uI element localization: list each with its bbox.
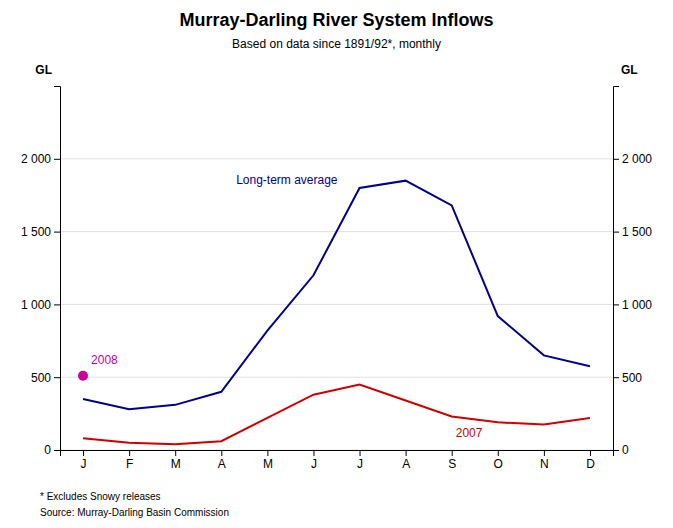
line — [83, 384, 590, 444]
x-tick: F — [126, 450, 133, 471]
y2-axis-tick-mark — [613, 232, 619, 233]
x-tick-mark — [590, 450, 591, 456]
y-axis-tick-label: 1 500 — [21, 225, 51, 239]
x-tick-mark — [129, 450, 130, 456]
x-tick: S — [448, 450, 456, 471]
x-tick-mark — [544, 450, 545, 456]
y-axis-tick-mark — [54, 377, 60, 378]
y-axis-tick-mark — [54, 304, 60, 305]
grid-line — [60, 304, 613, 305]
y-axis-tick: 2 000 — [21, 152, 60, 166]
y2-axis-tick-label: 0 — [622, 443, 629, 457]
x-axis: JFMAMJJASOND — [61, 450, 614, 471]
y-axis-tick: 1 000 — [21, 298, 60, 312]
y-axis-line — [54, 87, 61, 451]
y-axis: 0 500 1 000 1 500 2 000 — [21, 87, 61, 458]
y2-axis-tick-mark — [613, 450, 619, 451]
y-axis-tick-label: 0 — [44, 443, 51, 457]
y-axis-tick-mark — [54, 159, 60, 160]
line — [83, 181, 590, 410]
y2-axis-tick-mark — [613, 159, 619, 160]
x-tick-label: J — [311, 457, 317, 471]
y2-axis: 0 500 1 000 1 500 2 000 — [613, 87, 652, 458]
y2-axis-tick-label: 1 500 — [622, 225, 652, 239]
y2-axis-tick: 1 500 — [613, 225, 652, 239]
y2-axis-tick: 500 — [613, 371, 642, 385]
y2-axis-tick-label: 1 000 — [622, 298, 652, 312]
y2-axis-tick-mark — [613, 377, 619, 378]
x-tick: M — [263, 450, 273, 471]
y2-axis-tick-label: 500 — [622, 371, 642, 385]
y2-axis-line — [614, 87, 620, 451]
y-axis-tick-mark — [54, 232, 60, 233]
x-tick-mark — [498, 450, 499, 456]
x-tick-label: D — [586, 457, 595, 471]
series-label: Long-term average — [236, 173, 338, 187]
x-tick: M — [171, 450, 181, 471]
x-tick-label: S — [448, 457, 456, 471]
footnote: Source: Murray-Darling Basin Commission — [40, 507, 229, 518]
x-tick-label: F — [126, 457, 133, 471]
grid-line — [60, 158, 613, 159]
x-tick-mark — [360, 450, 361, 456]
x-tick: J — [357, 450, 363, 471]
series-labels: Long-term average 2007 2008 — [91, 173, 483, 440]
y-axis-tick-label: 500 — [31, 371, 51, 385]
series-label: 2008 — [91, 353, 118, 367]
y2-axis-label: GL — [621, 63, 638, 77]
y2-axis-tick: 0 — [613, 443, 629, 457]
y-axis-tick: 500 — [31, 371, 60, 385]
marks — [78, 181, 590, 445]
x-tick-mark — [313, 450, 314, 456]
y-axis-tick-label: 2 000 — [21, 152, 51, 166]
y-axis-label: GL — [35, 63, 52, 77]
y-axis-tick-label: 1 000 — [21, 298, 51, 312]
x-tick-mark — [267, 450, 268, 456]
x-axis-line — [61, 451, 614, 457]
x-tick: N — [540, 450, 549, 471]
grid — [60, 159, 613, 450]
x-tick-mark — [83, 450, 84, 456]
x-tick-label: M — [171, 457, 181, 471]
x-tick-mark — [221, 450, 222, 456]
x-tick-label: A — [402, 457, 410, 471]
y2-axis-tick-mark — [613, 304, 619, 305]
x-tick-mark — [406, 450, 407, 456]
chart: Murray-Darling River System Inflows Based… — [0, 0, 673, 528]
x-tick: D — [586, 450, 595, 471]
x-tick-label: A — [218, 457, 226, 471]
x-tick: J — [81, 450, 87, 471]
point — [78, 371, 88, 381]
x-tick-mark — [452, 450, 453, 456]
y2-axis-tick-label: 2 000 — [622, 152, 652, 166]
title: Murray-Darling River System Inflows — [179, 10, 493, 30]
x-tick-label: N — [540, 457, 549, 471]
series-label: 2007 — [456, 426, 483, 440]
x-tick-label: M — [263, 457, 273, 471]
y-axis-tick: 1 500 — [21, 225, 60, 239]
y-axis-tick: 0 — [44, 443, 60, 457]
plot: J F M A M J J A S O N D 0 500 1 000 1 500 2 000 0 500 1 000… — [21, 63, 652, 471]
grid-line — [60, 377, 613, 378]
x-tick-label: O — [494, 457, 503, 471]
x-tick-mark — [175, 450, 176, 456]
y-axis-tick-mark — [54, 450, 60, 451]
x-tick-label: J — [357, 457, 363, 471]
x-tick: A — [402, 450, 410, 471]
subtitle: Based on data since 1891/92*, monthly — [232, 37, 441, 51]
x-tick: O — [494, 450, 503, 471]
x-tick-label: J — [81, 457, 87, 471]
x-tick: A — [218, 450, 226, 471]
y2-axis-tick: 1 000 — [613, 298, 652, 312]
footnote: * Excludes Snowy releases — [40, 491, 161, 502]
x-tick: J — [311, 450, 317, 471]
y2-axis-tick: 2 000 — [613, 152, 652, 166]
